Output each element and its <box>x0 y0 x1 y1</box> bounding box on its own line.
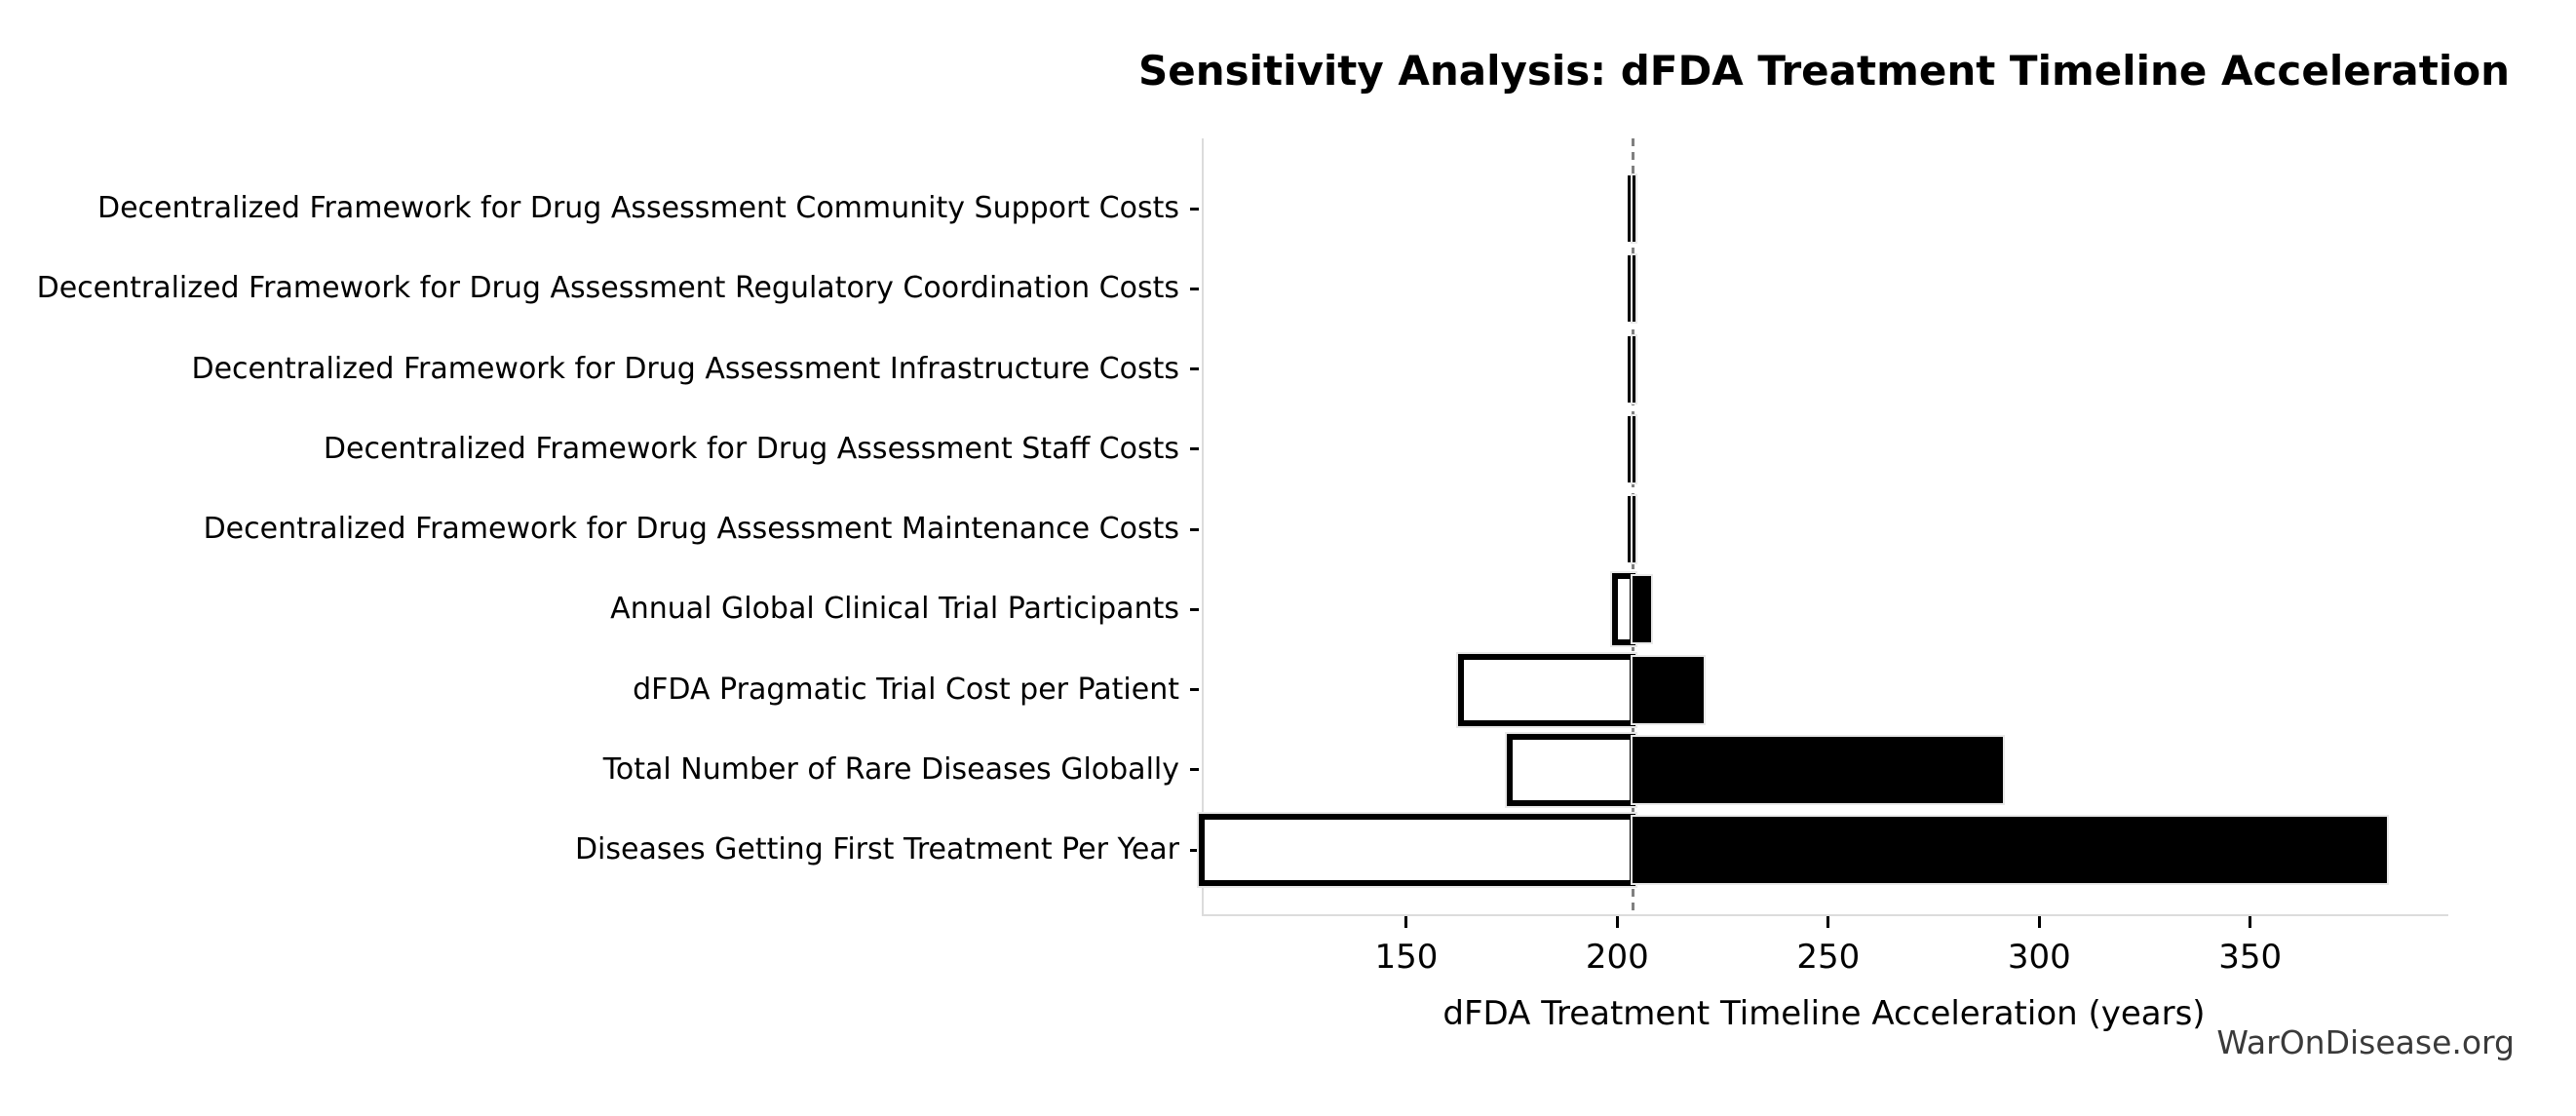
x-tick-label: 250 <box>1796 938 1861 977</box>
bar-low-segment <box>1507 733 1636 806</box>
x-axis-label: dFDA Treatment Timeline Acceleration (ye… <box>1442 994 2206 1033</box>
y-axis-label: Annual Global Clinical Trial Participant… <box>610 592 1179 627</box>
y-axis-label: Decentralized Framework for Drug Assessm… <box>191 351 1179 386</box>
bar-high-segment <box>1633 335 1635 403</box>
bar-low-segment <box>1628 335 1636 403</box>
y-tick-mark <box>1190 607 1199 611</box>
bar-high-segment <box>1633 817 2388 883</box>
y-axis-label: Decentralized Framework for Drug Assessm… <box>323 431 1179 466</box>
y-axis-label: Decentralized Framework for Drug Assessm… <box>36 271 1179 306</box>
bar-high-segment <box>1633 656 1705 723</box>
y-tick-mark <box>1190 447 1199 451</box>
y-axis-label: dFDA Pragmatic Trial Cost per Patient <box>633 672 1179 707</box>
bar-low-segment <box>1628 415 1636 482</box>
bar-high-segment <box>1633 736 2004 803</box>
x-tick-mark <box>1404 916 1408 928</box>
y-tick-mark <box>1190 287 1199 290</box>
chart-title: Sensitivity Analysis: dFDA Treatment Tim… <box>1138 47 2510 95</box>
x-tick-label: 350 <box>2218 938 2283 977</box>
x-tick-mark <box>1826 916 1830 928</box>
y-tick-mark <box>1190 768 1199 772</box>
x-tick-label: 150 <box>1374 938 1439 977</box>
y-tick-mark <box>1190 207 1199 211</box>
bar-high-segment <box>1633 415 1635 482</box>
x-tick-mark <box>2249 916 2252 928</box>
y-axis-label: Decentralized Framework for Drug Assessm… <box>203 512 1179 546</box>
bar-low-segment <box>1612 573 1636 646</box>
x-tick-label: 300 <box>2007 938 2071 977</box>
bar-high-segment <box>1633 175 1635 242</box>
x-tick-mark <box>1615 916 1619 928</box>
bar-high-segment <box>1633 576 1651 643</box>
y-tick-mark <box>1190 527 1199 531</box>
bar-high-segment <box>1633 255 1635 323</box>
y-tick-mark <box>1190 848 1199 852</box>
x-tick-mark <box>2037 916 2041 928</box>
plot-area <box>1202 138 2448 916</box>
bar-low-segment <box>1628 175 1636 242</box>
x-tick-label: 200 <box>1585 938 1649 977</box>
y-axis-label: Total Number of Rare Diseases Globally <box>602 751 1179 787</box>
bar-low-segment <box>1628 496 1636 562</box>
y-tick-mark <box>1190 688 1199 691</box>
bar-high-segment <box>1633 496 1635 562</box>
watermark-text: WarOnDisease.org <box>2216 1023 2515 1061</box>
y-axis-label: Diseases Getting First Treatment Per Yea… <box>574 832 1179 866</box>
bar-low-segment <box>1458 653 1636 726</box>
y-axis-label: Decentralized Framework for Drug Assessm… <box>97 191 1179 225</box>
bar-low-segment <box>1628 255 1636 323</box>
bar-low-segment <box>1199 814 1636 886</box>
y-tick-mark <box>1190 367 1199 370</box>
